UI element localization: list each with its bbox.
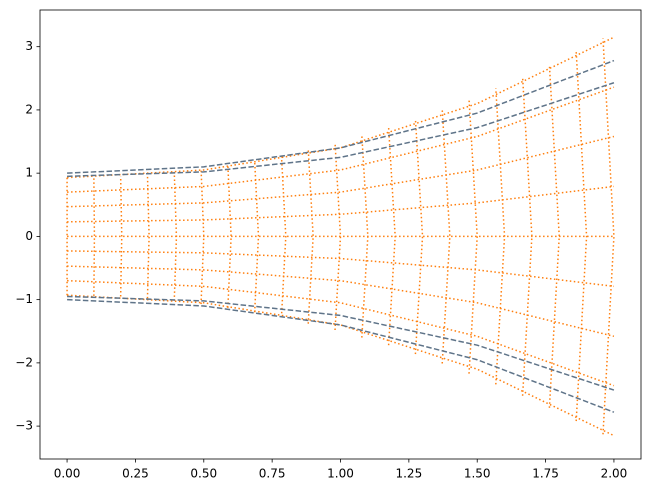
series-line <box>119 176 123 297</box>
series-line <box>521 76 533 396</box>
series-line <box>575 51 588 422</box>
series-line <box>67 295 615 391</box>
y-tick-label: −2 <box>15 355 33 369</box>
series-line <box>361 135 369 338</box>
x-tick-label: 1.50 <box>464 467 491 481</box>
x-tick-label: 1.25 <box>395 467 422 481</box>
x-tick-label: 0.25 <box>122 467 149 481</box>
x-tick-label: 0.50 <box>190 467 217 481</box>
y-tick-label: 1 <box>25 166 33 180</box>
series-line <box>67 59 615 174</box>
series-line <box>67 298 615 413</box>
series-line <box>67 279 615 387</box>
series-line <box>441 109 451 364</box>
series-line <box>67 86 615 193</box>
series-line <box>253 160 260 313</box>
series-line <box>67 185 615 223</box>
series-line <box>146 174 150 299</box>
series-line <box>67 250 615 288</box>
y-tick-label: 3 <box>25 39 33 53</box>
series-line <box>200 168 205 305</box>
series-line <box>67 82 615 178</box>
series-line <box>93 176 96 296</box>
x-tick-label: 1.00 <box>327 467 354 481</box>
series-line <box>280 155 287 318</box>
series-line <box>468 99 478 374</box>
x-tick-label: 0.75 <box>259 467 286 481</box>
x-tick-label: 2.00 <box>601 467 628 481</box>
series-line <box>173 171 178 301</box>
series-line <box>67 135 615 208</box>
series-line <box>67 265 615 338</box>
y-tick-label: −3 <box>15 419 33 433</box>
y-tick-label: 0 <box>25 229 33 243</box>
y-tick-label: −1 <box>15 292 33 306</box>
series-line <box>548 64 560 408</box>
series-line <box>495 88 506 385</box>
x-tick-label: 0.00 <box>54 467 81 481</box>
series-line <box>387 127 396 346</box>
y-tick-label: 2 <box>25 102 33 116</box>
series-line <box>334 142 342 331</box>
x-tick-label: 1.75 <box>532 467 559 481</box>
series-line <box>307 149 314 324</box>
series-line <box>414 118 424 355</box>
